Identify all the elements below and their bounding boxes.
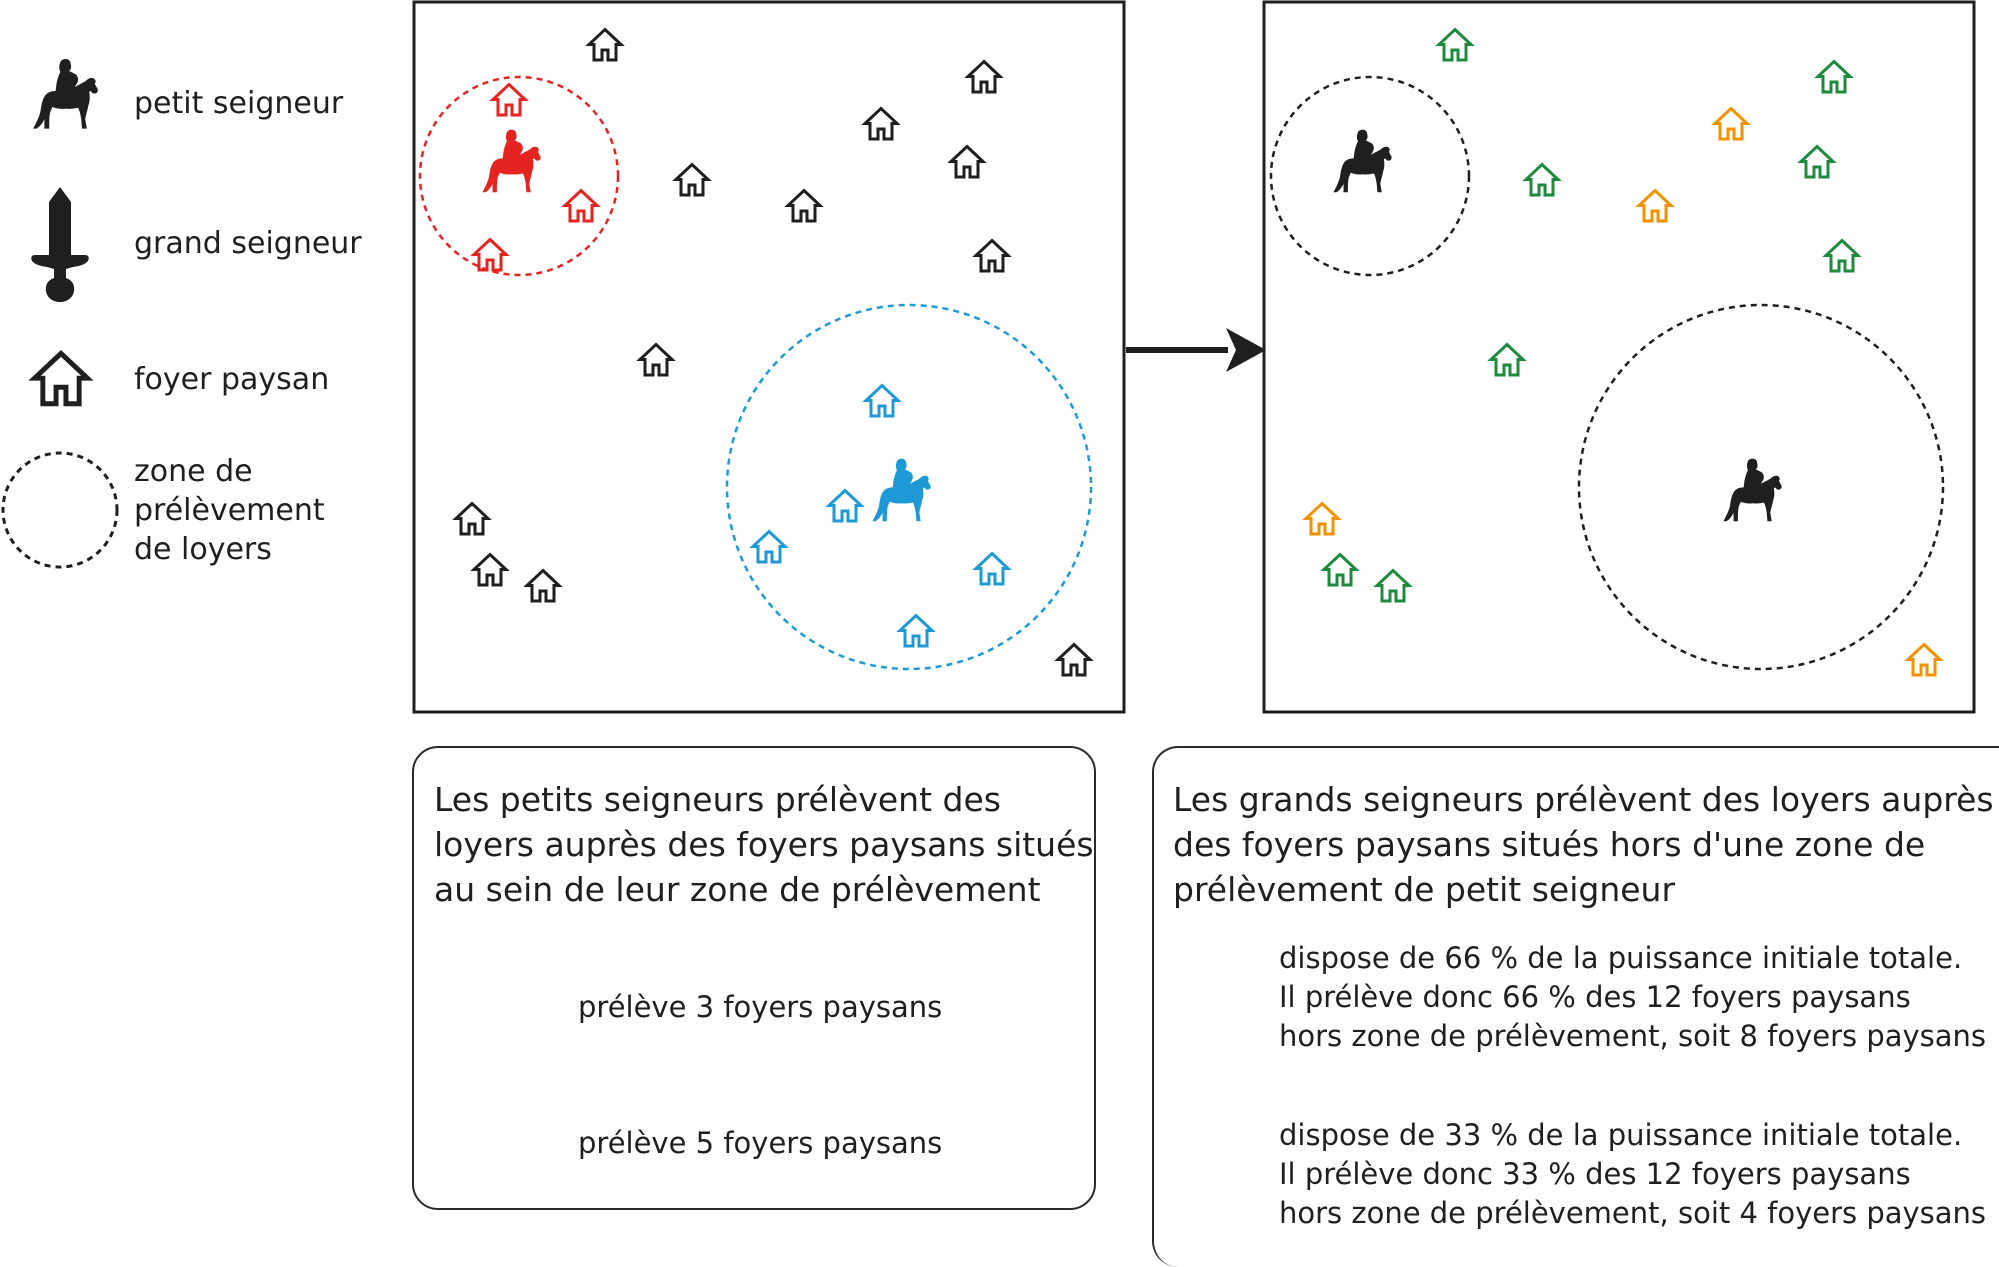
legend-zone-circle	[1, 451, 119, 569]
zone-circle-bottom-right	[1577, 303, 1945, 671]
red-zone-circle	[418, 75, 620, 277]
legend-grand-seigneur-label: grand seigneur	[134, 226, 362, 261]
house-icon	[563, 189, 599, 223]
legend-foyer-paysan-icon	[35, 353, 88, 403]
house-icon	[1304, 502, 1340, 536]
house-icon	[1489, 343, 1525, 377]
blue-seigneur-icon	[872, 458, 931, 522]
house-icon	[863, 107, 899, 141]
legend-petit-seigneur-icon	[33, 58, 98, 129]
house-icon	[898, 614, 934, 648]
house-icon	[638, 343, 674, 377]
caption-left-box	[412, 746, 1096, 1210]
house-icon	[1437, 28, 1473, 62]
house-icon	[966, 60, 1002, 94]
blue-seigneur-description: prélève 5 foyers paysans	[578, 1126, 943, 1160]
house-icon	[1637, 189, 1673, 223]
house-icon	[525, 569, 561, 603]
red-seigneur-description: prélève 3 foyers paysans	[578, 990, 943, 1024]
legend-zone-label: zone de prélèvement de loyers	[134, 454, 325, 567]
house-icon	[674, 163, 710, 197]
house-icon	[1799, 145, 1835, 179]
caption-right-text: Les grands seigneurs prélèvent des loyer…	[1173, 780, 1994, 909]
house-icon	[974, 552, 1010, 586]
house-icon	[1524, 163, 1560, 197]
petit-seigneur-icon	[1723, 458, 1782, 522]
legend-petit-seigneur-label: petit seigneur	[134, 86, 344, 121]
house-icon	[1322, 553, 1358, 587]
house-icon	[1816, 60, 1852, 94]
caption-right-box	[1152, 746, 1999, 1267]
petit-seigneur-icon	[1333, 129, 1392, 193]
house-icon	[864, 384, 900, 418]
panel-before-frame	[412, 0, 1126, 714]
house-icon	[1906, 643, 1942, 677]
house-icon	[472, 238, 508, 272]
house-icon	[1713, 107, 1749, 141]
legend-grand-seigneur-icon	[31, 187, 89, 302]
house-icon	[786, 189, 822, 223]
zone-circle-top-left	[1269, 75, 1471, 277]
house-icon	[751, 530, 787, 564]
orange-seigneur-description: dispose de 33 % de la puissance initiale…	[1279, 1118, 1987, 1230]
green-seigneur-description: dispose de 66 % de la puissance initiale…	[1279, 941, 1987, 1053]
red-seigneur-icon	[482, 129, 541, 193]
house-icon	[1056, 643, 1092, 677]
transition-arrow	[1126, 328, 1266, 372]
panel-after-frame	[1262, 0, 1976, 714]
caption-left-text: Les petits seigneurs prélèvent des loyer…	[434, 780, 1094, 909]
legend-foyer-paysan-label: foyer paysan	[134, 362, 330, 397]
house-icon	[454, 502, 490, 536]
house-icon	[1375, 569, 1411, 603]
house-icon	[949, 145, 985, 179]
house-icon	[974, 239, 1010, 273]
house-icon	[827, 489, 863, 523]
house-icon	[1824, 239, 1860, 273]
house-icon	[491, 83, 527, 117]
blue-zone-circle	[725, 303, 1093, 671]
house-icon	[472, 553, 508, 587]
house-icon	[587, 28, 623, 62]
